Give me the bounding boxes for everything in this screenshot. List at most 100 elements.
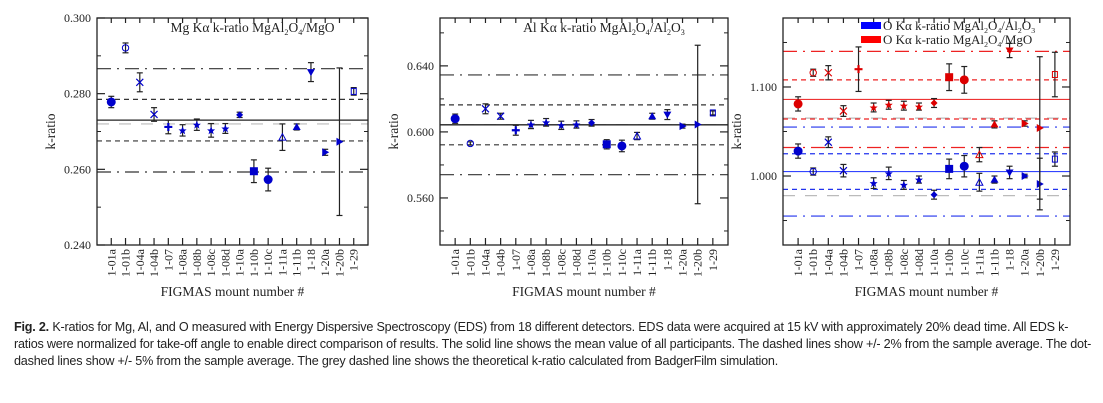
data-point xyxy=(632,131,642,140)
data-point xyxy=(869,179,878,188)
data-point xyxy=(945,73,954,82)
x-tick-label: 1-08c xyxy=(554,249,568,276)
data-point xyxy=(322,148,330,157)
data-point xyxy=(959,75,969,85)
data-point xyxy=(663,111,672,119)
caption-label: Fig. 2. xyxy=(14,320,49,334)
data-point xyxy=(572,120,581,129)
data-point xyxy=(709,109,716,117)
x-tick-label: 1-18 xyxy=(1003,249,1017,271)
x-tick-label: 1-01a xyxy=(791,248,805,276)
error-bar xyxy=(279,123,286,152)
chart-title: Al Kα k-ratio MgAl2O4/Al2O3 xyxy=(523,20,685,37)
data-point xyxy=(1051,71,1058,79)
x-tick-label: 1-08a xyxy=(524,248,538,276)
data-point xyxy=(617,141,627,151)
data-point xyxy=(914,175,923,184)
data-point xyxy=(839,166,848,175)
x-axis-label: FIGMAS mount number # xyxy=(512,284,656,299)
data-point xyxy=(192,120,201,129)
data-point xyxy=(511,126,520,135)
data-point xyxy=(221,124,230,133)
x-tick-label: 1-08b xyxy=(882,249,896,277)
data-point xyxy=(990,120,999,128)
x-tick-label: 1-11b xyxy=(987,249,1001,277)
data-point xyxy=(914,102,923,111)
x-tick-label: 1-29 xyxy=(347,249,361,271)
data-point xyxy=(793,99,803,109)
data-point xyxy=(694,120,702,129)
legend-swatch xyxy=(861,22,881,29)
data-point xyxy=(450,114,460,124)
y-tick-label: 0.600 xyxy=(407,125,434,139)
y-axis-label: k-ratio xyxy=(729,113,744,149)
data-point xyxy=(884,169,893,178)
legend-swatch xyxy=(861,36,881,43)
y-axis-label: k-ratio xyxy=(43,113,58,149)
x-tick-label: 1-11a xyxy=(972,248,986,276)
y-tick-label: 0.640 xyxy=(407,59,434,73)
caption-text: K-ratios for Mg, Al, and O measured with… xyxy=(14,320,1092,368)
data-point xyxy=(930,99,938,107)
data-point xyxy=(793,146,803,156)
data-point xyxy=(945,164,954,173)
x-tick-label: 1-08b xyxy=(190,249,204,277)
x-tick-label: 1-04b xyxy=(147,249,161,277)
x-tick-label: 1-04a xyxy=(821,248,835,276)
data-point xyxy=(542,118,551,127)
data-point xyxy=(164,122,173,131)
x-tick-label: 1-01a xyxy=(448,248,462,276)
x-tick-label: 1-08c xyxy=(897,249,911,276)
data-point xyxy=(839,107,848,115)
data-point xyxy=(679,122,687,131)
x-tick-label: 1-04b xyxy=(494,249,508,277)
data-point xyxy=(975,150,984,159)
data-point xyxy=(809,69,817,77)
data-point xyxy=(263,175,273,185)
x-tick-label: 1-04a xyxy=(133,248,147,276)
data-point xyxy=(899,101,908,110)
x-tick-label: 1-20b xyxy=(1033,249,1047,277)
error-bar xyxy=(976,172,983,192)
data-point xyxy=(1051,155,1058,163)
data-point xyxy=(292,122,301,130)
x-tick-label: 1-20a xyxy=(318,248,332,276)
x-tick-label: 1-29 xyxy=(1048,249,1062,271)
x-tick-label: 1-10c xyxy=(261,249,275,276)
x-axis-label: FIGMAS mount number # xyxy=(161,284,305,299)
x-tick-label: 1-07 xyxy=(852,249,866,271)
data-point xyxy=(809,167,817,176)
y-tick-label: 1.000 xyxy=(750,169,777,183)
data-point xyxy=(884,100,893,109)
data-point xyxy=(278,132,287,141)
y-axis-label: k-ratio xyxy=(386,113,401,149)
x-tick-label: 1-20a xyxy=(1018,248,1032,276)
x-tick-label: 1-10a xyxy=(233,248,247,276)
data-point xyxy=(824,68,833,77)
data-point xyxy=(959,161,969,171)
x-tick-label: 1-08d xyxy=(912,249,926,277)
x-tick-label: 1-04b xyxy=(836,249,850,277)
data-point xyxy=(526,120,535,129)
data-point xyxy=(869,103,878,112)
data-point xyxy=(496,112,505,121)
x-tick-label: 1-20b xyxy=(691,249,705,277)
data-point xyxy=(648,112,657,120)
y-tick-label: 0.280 xyxy=(64,87,91,101)
x-tick-label: 1-04a xyxy=(478,248,492,276)
data-point xyxy=(602,140,611,149)
x-tick-label: 1-10b xyxy=(247,249,261,277)
x-tick-label: 1-11b xyxy=(290,249,304,277)
data-point xyxy=(1021,172,1029,181)
error-bar xyxy=(976,146,983,163)
plot-frame xyxy=(439,17,729,246)
y-tick-label: 0.300 xyxy=(64,11,91,25)
x-tick-label: 1-01a xyxy=(104,248,118,276)
data-point xyxy=(854,65,863,74)
data-point xyxy=(481,104,490,113)
data-point xyxy=(207,126,216,135)
x-tick-label: 1-10a xyxy=(927,248,941,276)
